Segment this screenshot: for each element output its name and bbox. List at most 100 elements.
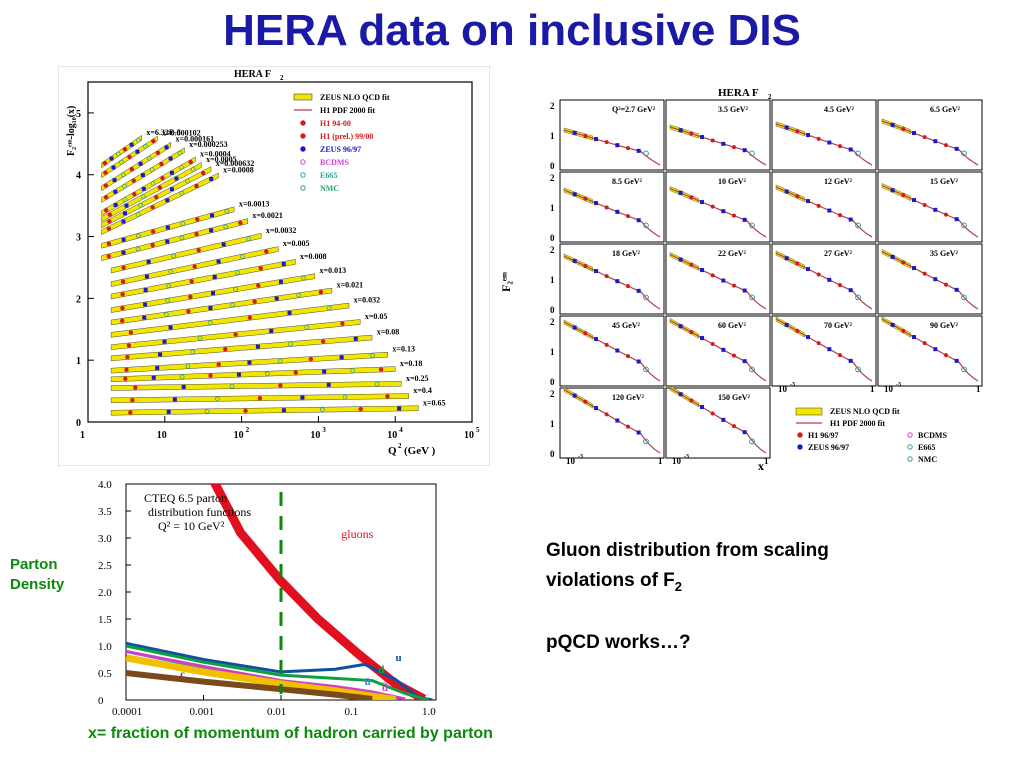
chart2-point-h1	[838, 213, 842, 218]
chart2-point-zeus	[954, 217, 959, 222]
chart1-legend-label: H1 94-00	[320, 119, 351, 128]
chart2-point-zeus	[784, 322, 789, 327]
chart2-point-zeus	[806, 335, 810, 340]
chart2-point-zeus	[615, 418, 620, 423]
chart1-legend-label: E665	[320, 171, 337, 180]
chart1-point-fixed-target	[179, 235, 185, 241]
chart2-panel	[771, 243, 877, 315]
chart1-xtick-label: 10	[387, 430, 397, 441]
chart2-legend-label: H1 96/97	[808, 431, 838, 440]
chart2-ytick-label: 2	[550, 317, 555, 327]
chart1-point-zeus	[255, 344, 260, 349]
chart2-ytick-label: 0	[550, 233, 555, 243]
chart1-point-zeus	[142, 315, 147, 320]
chart1-point-fixed-target	[342, 394, 348, 400]
chart1-point-fixed-target	[326, 305, 332, 311]
chart1-point-fixed-target	[350, 368, 355, 373]
chart1-point-zeus	[236, 372, 241, 377]
chart1-xtick-exp: 2	[246, 426, 250, 434]
chart3-title-line2: distribution functions	[148, 505, 251, 519]
chart2-point-zeus	[572, 130, 577, 135]
chart2-point-h1	[689, 195, 694, 200]
chart1-point-fixed-target	[168, 269, 174, 275]
chart1-xtick-label: 1	[80, 430, 85, 441]
chart1-point-zeus	[278, 279, 283, 284]
chart1-point-fixed-target	[179, 374, 185, 380]
chart2-point-zeus	[806, 133, 810, 138]
chart2-panel-label: 60 GeV²	[718, 321, 747, 330]
chart1-point-h1	[106, 226, 112, 231]
chart2-point-h1	[626, 424, 630, 429]
chart2-point-fixed-target	[749, 150, 755, 157]
chart2-point-h1	[604, 342, 609, 347]
chart1-legend-swatch	[300, 172, 306, 178]
chart1-point-zeus	[247, 360, 252, 365]
chart1-bin-label: x=0.08	[377, 328, 400, 337]
chart2-point-h1	[583, 331, 588, 336]
chart3-ytick-label: 1.5	[98, 614, 112, 626]
chart2-point-h1	[944, 353, 948, 358]
chart1-xlabel: Q	[388, 445, 397, 457]
chart1-bin-label: x=0.0021	[252, 211, 283, 220]
chart3-series-label: gluons	[341, 527, 373, 541]
notes-line2-sub: 2	[674, 578, 683, 594]
chart1-point-fixed-target	[277, 358, 283, 364]
chart2-point-h1	[689, 398, 694, 403]
chart1-point-h1	[122, 147, 128, 152]
chart1-ytick-label: 4	[76, 171, 81, 182]
chart2-point-h1	[944, 212, 948, 217]
chart2-point-zeus	[784, 189, 789, 194]
chart1-point-h1	[188, 294, 193, 300]
chart2-legend-swatch	[795, 407, 823, 416]
chart2-point-fixed-target	[643, 294, 649, 301]
chart2-panel	[559, 171, 665, 243]
chart1-point-zeus	[143, 288, 148, 293]
notes-line2: violations of F2	[546, 566, 966, 602]
chart3-series-s	[126, 654, 396, 700]
chart1-point-zeus	[168, 156, 173, 161]
chart2-point-zeus	[890, 122, 895, 127]
chart2-point-zeus	[742, 148, 747, 153]
chart2-point-zeus	[636, 148, 641, 153]
chart2-point-h1	[626, 354, 630, 359]
chart1-point-h1	[127, 154, 132, 160]
chart1-point-zeus	[208, 306, 213, 311]
chart1-point-h1	[194, 183, 199, 189]
chart1-legend-label: BCDMS	[320, 158, 349, 167]
chart2-panel	[665, 171, 771, 243]
chart1-point-h1	[320, 339, 326, 344]
chart2-point-zeus	[933, 207, 938, 212]
chart1-point-fixed-target	[120, 172, 126, 178]
chart1-point-zeus	[162, 339, 167, 344]
chart1-point-h1	[154, 195, 159, 200]
chart1-point-h1	[247, 315, 253, 320]
chart1-point-h1	[160, 175, 165, 181]
chart2-point-zeus	[615, 143, 620, 148]
chart3-series-gluons	[210, 484, 427, 700]
chart2-point-zeus	[721, 141, 726, 146]
chart2-panel-label: 45 GeV²	[612, 321, 641, 330]
chart3-ytick-label: 3.5	[98, 506, 112, 518]
chart1-point-fixed-target	[140, 194, 146, 200]
chart2-title-sub: 2	[768, 93, 772, 101]
chart1-point-h1	[378, 367, 384, 372]
chart1-bin-label: x=0.005	[283, 239, 310, 248]
chart1-point-zeus	[300, 395, 305, 400]
chart1-point-zeus	[212, 274, 217, 279]
chart1-title: HERA F	[234, 69, 271, 80]
parton-label-line1: Parton	[10, 556, 58, 573]
chart3-xtick-label: 0.0001	[112, 706, 142, 718]
chart2-point-h1	[583, 399, 588, 404]
chart1-point-zeus	[281, 408, 286, 413]
chart1-point-h1	[318, 289, 324, 295]
chart1-point-h1	[150, 229, 156, 234]
chart2-point-zeus	[700, 336, 704, 341]
chart1-point-h1	[155, 150, 161, 156]
chart1-point-h1	[340, 321, 345, 326]
chart2-point-h1	[626, 284, 630, 289]
chart1-point-h1	[125, 354, 130, 360]
chart1-xtick-exp: 4	[399, 426, 403, 434]
chart2-point-fixed-target	[855, 294, 861, 301]
chart1-bin-label: x=0.0004	[200, 149, 231, 158]
chart2-point-h1	[816, 341, 821, 346]
